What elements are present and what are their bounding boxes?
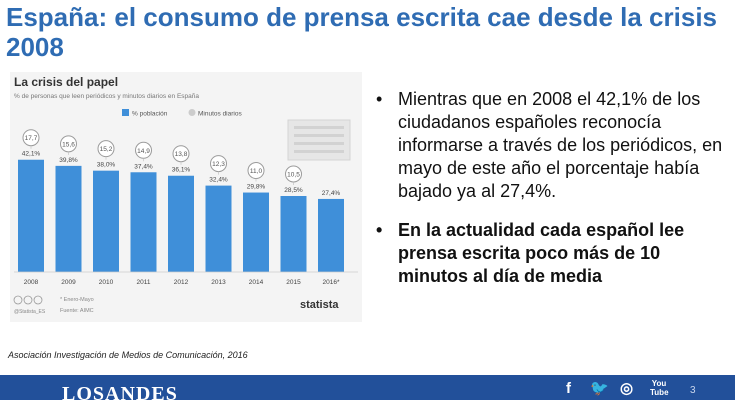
statista-logo: statista	[300, 299, 339, 311]
minutes-label: 15,6	[62, 141, 75, 148]
x-tick-label: 2009	[61, 279, 76, 286]
minutes-label: 14,9	[137, 148, 150, 155]
footer-bar: LOSANDES f 🐦 ◎ You Tube 3	[0, 375, 735, 404]
source-note: Asociación Investigación de Medios de Co…	[8, 350, 248, 360]
newspaper-line	[294, 142, 344, 145]
minutes-badge	[135, 141, 152, 159]
chart-footnote: * Enero-Mayo	[60, 297, 94, 303]
bar-value-label: 37,4%	[134, 163, 153, 170]
infographic-panel: La crisis del papel % de personas que lee…	[10, 72, 362, 322]
x-tick-label: 2012	[174, 279, 189, 286]
x-tick-label: 2016*	[323, 279, 340, 286]
bar	[130, 172, 157, 272]
legend-label-minutes: Minutos diarios	[198, 111, 242, 118]
twitter-icon[interactable]: 🐦	[590, 380, 609, 397]
bar	[205, 185, 232, 272]
newspaper-line	[294, 150, 344, 153]
minutes-label: 10,5	[287, 172, 300, 179]
youtube-icon[interactable]: You Tube	[650, 379, 669, 397]
cc-icon	[13, 295, 23, 305]
bar	[168, 175, 194, 272]
bullet-marker: •	[376, 89, 383, 109]
statista-handle: @Statista_ES	[14, 309, 46, 315]
bar-value-label: 42,1%	[22, 151, 41, 158]
bullet-text: Mientras que en 2008 el 42,1% de los ciu…	[398, 89, 723, 201]
bullet-item: • En la actualidad cada español lee pren…	[372, 219, 732, 288]
legend-swatch-population	[122, 109, 129, 116]
x-tick-label: 2015	[286, 279, 301, 286]
minutes-label: 13,8	[175, 151, 188, 158]
chart-title: La crisis del papel	[14, 75, 118, 89]
bar	[55, 165, 82, 272]
x-tick-label: 2011	[137, 279, 151, 286]
newspaper-line	[294, 126, 344, 129]
bar	[318, 198, 344, 272]
by-icon	[23, 295, 33, 305]
newspaper-line	[294, 134, 344, 137]
bullet-list: • Mientras que en 2008 el 42,1% de los c…	[372, 88, 732, 288]
bar	[93, 170, 119, 272]
brand-logo: LOSANDES	[62, 383, 178, 405]
chart: La crisis del papel % de personas que lee…	[13, 75, 358, 315]
chart-source: Fuente: AIMC	[60, 308, 94, 314]
page-number: 3	[690, 385, 696, 396]
minutes-badge	[247, 162, 265, 180]
minutes-label: 15,2	[100, 146, 113, 153]
bullet-text: En la actualidad cada español lee prensa…	[398, 220, 685, 286]
bar	[18, 159, 44, 272]
bar-value-label: 28,5%	[284, 187, 303, 194]
minutes-label: 12,3	[212, 161, 225, 168]
bar	[243, 192, 269, 272]
x-tick-label: 2008	[24, 279, 39, 286]
x-tick-label: 2010	[99, 279, 114, 286]
bar-value-label: 39,8%	[59, 157, 78, 164]
bar-value-label: 32,4%	[209, 177, 228, 184]
x-tick-label: 2013	[211, 279, 226, 286]
bullet-marker: •	[376, 220, 383, 240]
bar-value-label: 36,1%	[172, 167, 191, 174]
legend-swatch-minutes	[188, 109, 196, 116]
facebook-icon[interactable]: f	[566, 380, 571, 397]
bar-value-label: 27,4%	[322, 190, 341, 197]
bar-value-label: 29,8%	[247, 184, 266, 191]
bar-value-label: 38,0%	[97, 162, 116, 169]
nd-icon	[33, 295, 43, 305]
legend-label-population: % población	[132, 111, 168, 118]
minutes-badge	[97, 140, 115, 158]
minutes-label: 11,0	[250, 168, 263, 175]
bar	[280, 196, 307, 272]
slide-title: España: el consumo de prensa escrita cae…	[6, 2, 718, 62]
bullet-item: • Mientras que en 2008 el 42,1% de los c…	[372, 88, 732, 203]
x-tick-label: 2014	[249, 279, 264, 286]
minutes-label: 17,7	[25, 135, 38, 142]
chart-subtitle: % de personas que leen periódicos y minu…	[14, 93, 199, 100]
instagram-icon[interactable]: ◎	[620, 380, 634, 397]
